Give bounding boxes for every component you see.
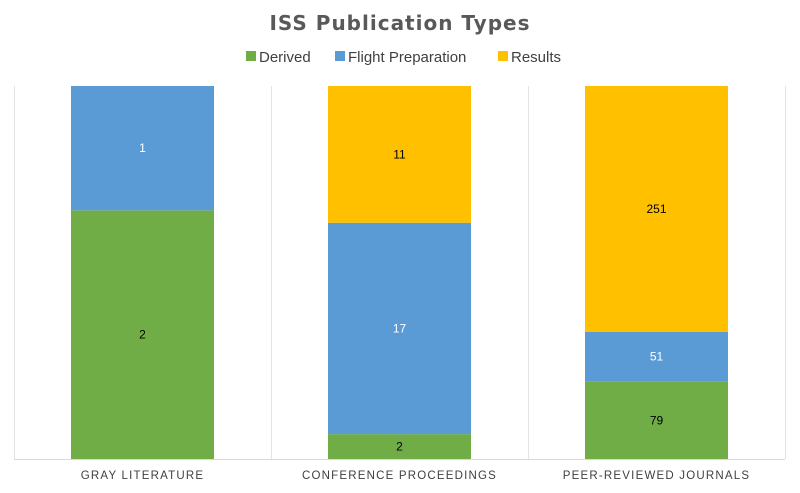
bar-derived-conference-proceedings xyxy=(328,434,471,459)
legend: Derived Flight Preparation Results xyxy=(246,49,561,66)
bar-derived-peer-reviewed-journals xyxy=(585,381,728,459)
bar-results-conference-proceedings xyxy=(328,86,471,223)
legend-label-derived: Derived xyxy=(259,49,311,66)
x-tick-label-peer-reviewed-journals: PEER-REVIEWED JOURNALS xyxy=(563,470,750,482)
legend-swatch-derived xyxy=(246,51,256,61)
legend-label-results: Results xyxy=(511,49,561,66)
data-label-results-peer-reviewed-journals: 251 xyxy=(646,202,666,216)
legend-swatch-results xyxy=(498,51,508,61)
data-labels: 2 1 2 17 11 79 51 251 xyxy=(139,141,667,453)
data-label-derived-conference-proceedings: 2 xyxy=(396,440,403,454)
bar-flight-preparation-peer-reviewed-journals xyxy=(585,331,728,382)
chart-title: ISS Publication Types xyxy=(269,11,530,35)
bar-flight-preparation-conference-proceedings xyxy=(328,222,471,435)
data-label-results-conference-proceedings: 11 xyxy=(393,147,406,161)
category-separators xyxy=(14,86,786,459)
bar-results-peer-reviewed-journals xyxy=(585,86,728,332)
x-tick-label-conference-proceedings: CONFERENCE PROCEEDINGS xyxy=(302,470,497,482)
legend-label-flight-preparation: Flight Preparation xyxy=(348,49,466,66)
data-label-derived-gray-literature: 2 xyxy=(139,328,146,342)
data-label-derived-peer-reviewed-journals: 79 xyxy=(650,413,664,427)
bar-flight-preparation-gray-literature xyxy=(71,86,214,211)
bars xyxy=(71,86,728,459)
data-label-flight-preparation-peer-reviewed-journals: 51 xyxy=(650,350,664,364)
bar-derived-gray-literature xyxy=(71,210,214,459)
legend-swatch-flight-preparation xyxy=(335,51,345,61)
data-label-flight-preparation-gray-literature: 1 xyxy=(139,141,146,155)
x-tick-labels: GRAY LITERATURE CONFERENCE PROCEEDINGS PEE… xyxy=(81,470,750,482)
x-tick-label-gray-literature: GRAY LITERATURE xyxy=(81,470,204,482)
data-label-flight-preparation-conference-proceedings: 17 xyxy=(393,321,407,335)
